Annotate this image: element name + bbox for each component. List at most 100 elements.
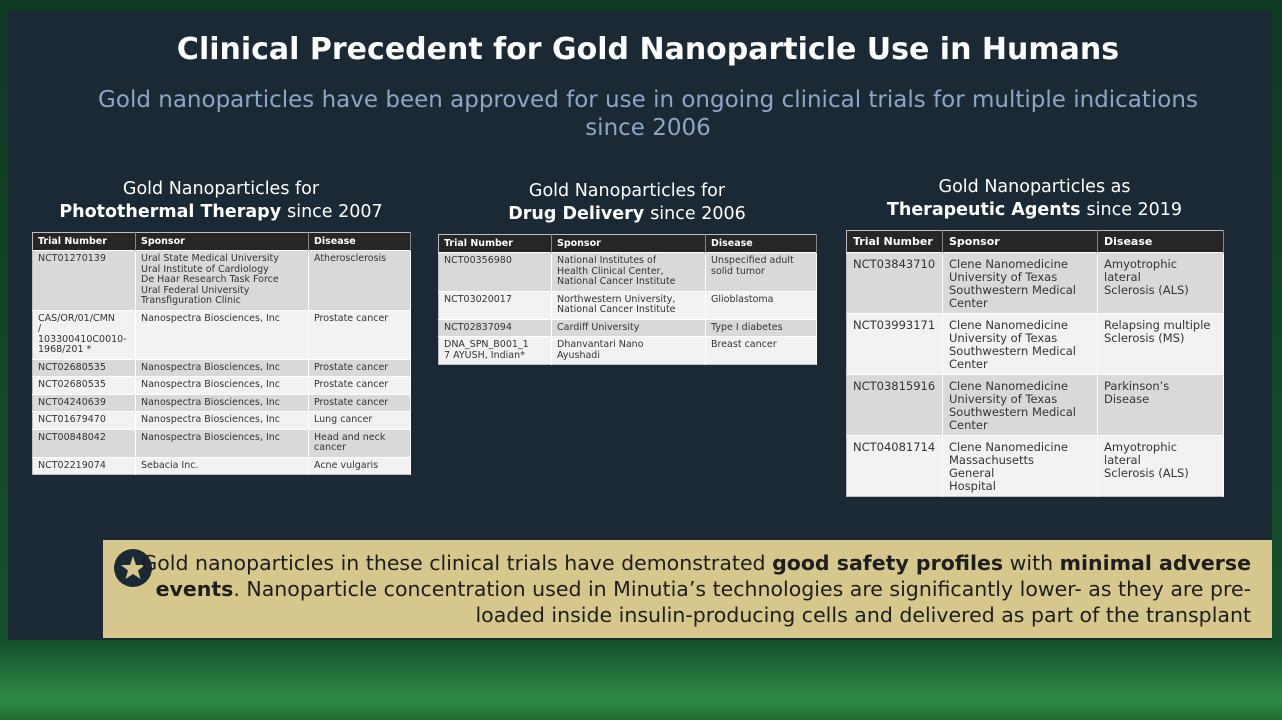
header-row: Trial Number Sponsor Disease xyxy=(846,230,1224,253)
table-row: NCT04240639 Nanospectra Biosciences, Inc P… xyxy=(32,393,411,412)
table-cell: NCT00848042 xyxy=(32,428,136,457)
table-row: NCT02680535 Nanospectra Biosciences, Inc P… xyxy=(32,376,411,394)
table-cell: Prostate cancer xyxy=(308,358,411,377)
table-row: NCT03815916 Clene Nanomedicine University… xyxy=(846,374,1224,436)
table-cell: NCT03843710 xyxy=(846,252,943,314)
table-cell: Ural State Medical University Ural Insti… xyxy=(135,250,309,310)
table-cell: Clene Nanomedicine University of Texas S… xyxy=(942,313,1098,375)
table-section: Gold Nanoparticles for Photothermal Thera… xyxy=(32,178,411,475)
column-header: Sponsor xyxy=(942,230,1098,253)
table-cell: Sebacia Inc. xyxy=(135,456,309,475)
table-cell: Nanospectra Biosciences, Inc xyxy=(135,393,309,412)
trial-table: Trial Number Sponsor Disease NCT00356980 Nat… xyxy=(438,234,817,365)
column-header: Disease xyxy=(705,234,817,253)
table-cell: NCT02680535 xyxy=(32,358,136,377)
header-row: Trial Number Sponsor Disease xyxy=(32,232,411,251)
callout-segment: minimal adverse events xyxy=(155,551,1251,601)
title: Clinical Precedent for Gold Nanoparticle… xyxy=(176,32,1120,67)
heading-line: Gold Nanoparticles as xyxy=(938,177,1131,197)
star-icon xyxy=(114,549,152,587)
header-row: Trial Number Sponsor Disease xyxy=(438,234,817,253)
table-cell: Type I diabetes xyxy=(705,318,817,337)
table-cell: Clene Nanomedicine University of Texas S… xyxy=(942,374,1098,436)
table-body: NCT00356980 National Institutes of Health… xyxy=(438,252,817,365)
trial-table: Trial Number Sponsor Disease NCT01270139 Ura… xyxy=(32,232,411,475)
section-heading: Gold Nanoparticles as Therapeutic Agents s… xyxy=(846,176,1223,222)
table-cell: NCT02837094 xyxy=(438,318,552,337)
heading-rest: since 2006 xyxy=(650,204,746,224)
table-cell: NCT04240639 xyxy=(32,393,136,412)
table-cell: Atherosclerosis xyxy=(308,250,411,310)
heading-emphasis: Photothermal Therapy xyxy=(59,202,282,222)
table-row: NCT04081714 Clene Nanomedicine Massachuse… xyxy=(846,435,1224,497)
table-cell: Head and neck cancer xyxy=(308,428,411,457)
table-cell: NCT00356980 xyxy=(438,252,552,291)
table-cell: DNA_SPN_B001_1 7 AYUSH, Indian* xyxy=(438,336,552,365)
callout-segment: . Nanoparticle concentration used in Min… xyxy=(233,577,1251,627)
table-section: Gold Nanoparticles as Therapeutic Agents s… xyxy=(846,176,1224,497)
heading-emphasis: Drug Delivery xyxy=(508,204,645,224)
table-cell: Relapsing multiple Sclerosis (MS) xyxy=(1097,313,1224,375)
callout-segment: Gold nanoparticles in these clinical tri… xyxy=(141,551,773,575)
section-heading: Gold Nanoparticles for Photothermal Thera… xyxy=(32,178,410,224)
table-cell: Prostate cancer xyxy=(308,393,411,412)
column-header: Trial Number xyxy=(438,234,552,253)
table-cell: Nanospectra Biosciences, Inc xyxy=(135,358,309,377)
column-header: Disease xyxy=(1097,230,1224,253)
table-cell: Nanospectra Biosciences, Inc xyxy=(135,428,309,457)
table-cell: Clene Nanomedicine University of Texas S… xyxy=(942,252,1098,314)
table-row: NCT00848042 Nanospectra Biosciences, Inc H… xyxy=(32,428,411,457)
table-cell: Amyotrophic lateral Sclerosis (ALS) xyxy=(1097,252,1224,314)
table-cell: Breast cancer xyxy=(705,336,817,365)
heading-line: Gold Nanoparticles for xyxy=(528,181,726,201)
trial-table: Trial Number Sponsor Disease NCT03843710 Cle… xyxy=(846,230,1224,497)
table-body: NCT01270139 Ural State Medical University… xyxy=(32,250,411,475)
table-cell: Parkinson’s Disease xyxy=(1097,374,1224,436)
subtitle: Gold nanoparticles have been approved fo… xyxy=(98,87,1198,141)
slide: Clinical Precedent for Gold Nanoparticle… xyxy=(8,10,1272,640)
heading-line: Therapeutic Agents since 2019 xyxy=(846,199,1223,222)
table-cell: Nanospectra Biosciences, Inc xyxy=(135,411,309,429)
table-cell: CAS/OR/01/CMN / 103300410C0010- 1968/201… xyxy=(32,309,136,359)
callout-text: Gold nanoparticles in these clinical tri… xyxy=(121,550,1251,628)
heading-line: Photothermal Therapy since 2007 xyxy=(32,201,410,224)
heading-line: Drug Delivery since 2006 xyxy=(438,203,816,226)
table-cell: NCT02680535 xyxy=(32,376,136,394)
table-head: Trial Number Sponsor Disease xyxy=(846,230,1224,253)
table-cell: NCT04081714 xyxy=(846,435,943,497)
table-cell: NCT01270139 xyxy=(32,250,136,310)
table-cell: NCT03815916 xyxy=(846,374,943,436)
table-cell: National Institutes of Health Clinical C… xyxy=(551,252,706,291)
table-cell: NCT02219074 xyxy=(32,456,136,475)
table-cell: Nanospectra Biosciences, Inc xyxy=(135,309,309,359)
heading-rest: since 2019 xyxy=(1086,200,1183,220)
callout: Gold nanoparticles in these clinical tri… xyxy=(103,540,1272,638)
table-head: Trial Number Sponsor Disease xyxy=(438,234,817,253)
table-row: NCT03993171 Clene Nanomedicine University… xyxy=(846,313,1224,375)
table-cell: Acne vulgaris xyxy=(308,456,411,475)
table-cell: NCT03020017 xyxy=(438,290,552,319)
table-body: NCT03843710 Clene Nanomedicine University… xyxy=(846,252,1224,497)
heading-rest: since 2007 xyxy=(287,202,383,222)
table-section: Gold Nanoparticles for Drug Delivery since… xyxy=(438,180,817,365)
table-row: CAS/OR/01/CMN / 103300410C0010- 1968/201… xyxy=(32,309,411,359)
table-row: DNA_SPN_B001_1 7 AYUSH, Indian* Dhanvanta… xyxy=(438,336,817,365)
table-cell: Northwestern University, National Cancer… xyxy=(551,290,706,319)
table-row: NCT02837094 Cardiff University Type I diab… xyxy=(438,318,817,337)
table-cell: Cardiff University xyxy=(551,318,706,337)
section-heading: Gold Nanoparticles for Drug Delivery since… xyxy=(438,180,816,226)
table-cell: Clene Nanomedicine Massachusetts General… xyxy=(942,435,1098,497)
table-cell: NCT03993171 xyxy=(846,313,943,375)
table-cell: Amyotrophic lateral Sclerosis (ALS) xyxy=(1097,435,1224,497)
heading-emphasis: Therapeutic Agents xyxy=(886,200,1081,220)
table-cell: Prostate cancer xyxy=(308,376,411,394)
callout-segment: good safety profiles xyxy=(772,551,1004,575)
column-header: Sponsor xyxy=(135,232,309,251)
table-cell: Unspecified adult solid tumor xyxy=(705,252,817,291)
table-cell: Nanospectra Biosciences, Inc xyxy=(135,376,309,394)
column-header: Trial Number xyxy=(32,232,136,251)
table-cell: Lung cancer xyxy=(308,411,411,429)
heading-line: Gold Nanoparticles for xyxy=(122,179,320,199)
table-row: NCT02680535 Nanospectra Biosciences, Inc P… xyxy=(32,358,411,377)
column-header: Disease xyxy=(308,232,411,251)
